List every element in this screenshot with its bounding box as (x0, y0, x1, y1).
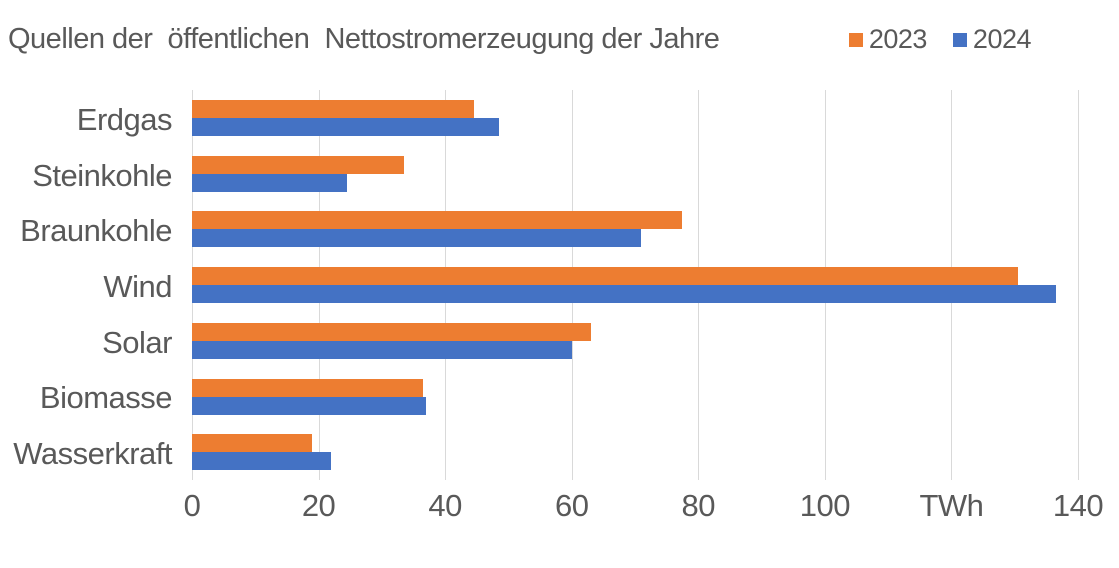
legend-label-2023: 2023 (868, 24, 928, 54)
legend-label-2024: 2024 (972, 24, 1032, 54)
bar-2023-wasserkraft (192, 434, 313, 453)
bar-row-wasserkraft (192, 424, 1078, 480)
bar-2023-erdgas (192, 100, 474, 118)
category-label-erdgas: Erdgas (76, 101, 173, 137)
bar-row-solar (192, 313, 1078, 369)
value-axis: 0 20 40 60 80 100 TWh 140 (184, 488, 1104, 528)
category-label-wasserkraft: Wasserkraft (13, 436, 172, 472)
category-label-biomasse: Biomasse (39, 380, 173, 416)
x-tick-label-20: 20 (301, 488, 336, 523)
bar-2024-steinkohle (192, 173, 348, 192)
bar-2024-solar (192, 340, 572, 359)
bar-2024-erdgas (192, 118, 499, 136)
category-label-steinkohle: Steinkohle (32, 157, 172, 193)
category-axis: Erdgas Steinkohle Braunkohle Wind Solar Bioma… (0, 90, 172, 480)
x-tick-label-60: 60 (554, 488, 589, 523)
x-tick-label-twh: TWh (919, 488, 984, 523)
x-tick-label-40: 40 (428, 488, 462, 523)
x-tick-label-100: 100 (799, 488, 851, 523)
plot-area (192, 90, 1079, 480)
bar-row-wind (192, 257, 1078, 313)
chart-title: Quellen der öffentlichen Nettostromerzeu… (8, 23, 720, 55)
bar-2024-wasserkraft (192, 452, 332, 471)
bar-row-biomasse (192, 369, 1078, 425)
legend-swatch-2023 (848, 32, 863, 47)
bar-row-braunkohle (192, 201, 1078, 257)
legend-swatch-2024 (952, 32, 967, 47)
x-tick-label-0: 0 (183, 488, 201, 523)
bar-2023-solar (192, 322, 591, 341)
bar-2023-braunkohle (192, 211, 683, 230)
bar-row-erdgas (192, 90, 1078, 146)
x-tick-label-140: 140 (1052, 488, 1104, 523)
bar-2023-wind (192, 267, 1018, 286)
bar-row-steinkohle (192, 146, 1078, 202)
legend-item-2023: 2023 (848, 24, 928, 55)
bar-2024-braunkohle (192, 229, 642, 248)
legend: 2023 2024 (848, 24, 1032, 55)
bar-2024-wind (192, 285, 1056, 304)
x-tick-label-80: 80 (681, 488, 716, 523)
bar-rows (192, 90, 1078, 480)
gridline (1078, 90, 1079, 480)
bar-2023-steinkohle (192, 155, 404, 174)
category-label-solar: Solar (102, 324, 172, 360)
bar-2024-biomasse (192, 396, 427, 415)
bar-2023-biomasse (192, 378, 423, 397)
legend-item-2024: 2024 (952, 24, 1032, 55)
category-label-wind: Wind (103, 269, 172, 305)
category-label-braunkohle: Braunkohle (20, 213, 172, 249)
